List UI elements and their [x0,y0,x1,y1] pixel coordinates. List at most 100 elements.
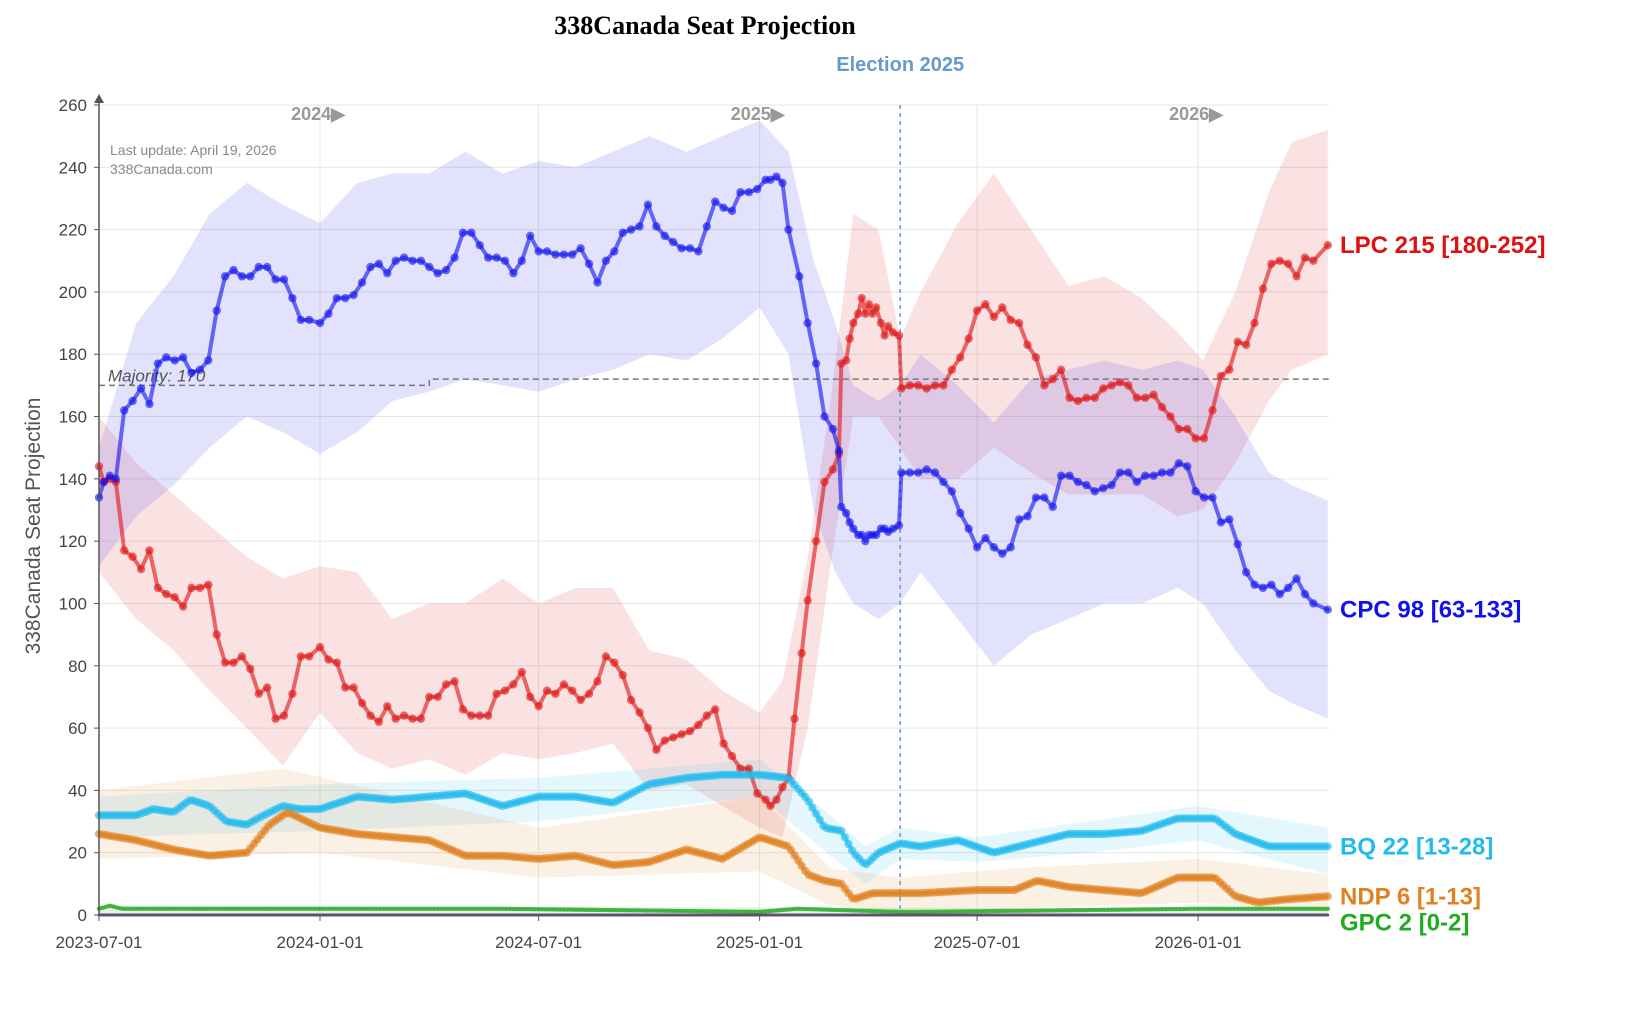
point-gpc [1325,906,1330,911]
point-lpc [1040,381,1049,390]
point-gpc [572,907,577,912]
point-cpc [1283,583,1293,593]
point-cpc [425,262,434,272]
point-gpc [453,906,458,911]
point-gpc [352,906,358,911]
point-cpc [288,293,297,303]
point-gpc [1008,908,1013,914]
point-cpc [1023,512,1032,521]
point-gpc [741,909,747,914]
point-gpc [143,906,149,911]
point-cpc [383,269,392,278]
point-gpc [161,906,167,911]
point-gpc [846,908,851,913]
point-lpc [841,356,851,365]
point-lpc [1258,284,1268,294]
point-gpc [550,907,556,912]
point-cpc [416,256,426,265]
point-lpc [542,686,552,695]
point-gpc [752,909,758,915]
point-cpc [399,253,409,262]
point-cpc [366,262,375,272]
point-cpc [391,256,400,265]
point-cpc [913,468,923,477]
point-cpc [702,222,711,231]
point-cpc [153,359,163,368]
point-cpc [736,188,745,197]
point-gpc [644,908,649,913]
point-gpc [1260,906,1266,911]
point-gpc [478,906,484,911]
point-cpc [849,524,858,533]
point-cpc [1006,543,1015,552]
point-gpc [842,908,848,913]
end-label-cpc: CPC 98 [63-133] [1340,597,1521,624]
point-gpc [496,906,502,911]
point-cpc [1300,589,1310,599]
point-gpc [377,906,383,911]
point-gpc [503,906,509,912]
point-gpc [976,909,981,914]
point-bq [837,826,846,836]
point-gpc [1048,908,1053,913]
point-lpc [1014,318,1024,328]
point-cpc [972,543,982,552]
point-cpc [660,231,669,241]
point-cpc [1275,589,1284,599]
end-label-bq: BQ 22 [13-28] [1340,833,1493,860]
point-cpc [178,353,188,362]
point-gpc [518,906,523,912]
point-gpc [759,909,765,914]
point-lpc [187,583,196,593]
point-lpc [989,312,999,322]
point-lpc [668,733,678,742]
point-gpc [190,906,195,911]
point-lpc [766,801,775,811]
point-gpc [626,908,631,913]
axes: 0 20 40 60 80 100 120 140 160 180 200 220 240 260 2023… [56,94,1329,952]
point-gpc [125,906,131,911]
point-gpc [1185,906,1190,912]
point-gpc [911,909,916,915]
y-tick-label: 40 [68,781,87,800]
point-gpc [356,906,361,911]
point-lpc [694,720,703,730]
point-cpc [1065,471,1074,480]
point-cpc [296,315,305,325]
point-lpc [559,680,569,689]
end-label-gpc: GPC 2 [0-2] [1340,909,1469,936]
point-lpc [509,680,518,689]
point-gpc [338,906,343,911]
y-tick-label: 160 [59,408,87,427]
point-gpc [417,906,422,911]
point-lpc [711,705,720,714]
point-gpc [1303,906,1309,911]
point-gpc [431,906,437,911]
point-cpc [220,272,230,281]
point-gpc [554,907,559,912]
point-gpc [806,906,812,912]
point-cpc [441,265,451,275]
y-tick-label: 200 [59,283,87,302]
point-lpc [1098,384,1108,393]
point-gpc [421,906,426,911]
point-bq [844,839,853,849]
point-gpc [1080,907,1085,913]
point-gpc [334,906,340,911]
point-gpc [460,906,466,911]
point-lpc [753,789,762,798]
point-gpc [1022,908,1028,913]
point-lpc [1149,390,1158,399]
point-lpc [145,546,154,555]
point-gpc [485,906,491,911]
point-gpc [698,908,703,914]
point-cpc [981,533,990,543]
point-gpc [648,908,653,913]
y-tick-label: 120 [59,532,87,551]
point-lpc [136,564,146,574]
point-gpc [136,906,141,911]
point-gpc [183,906,188,911]
point-lpc [153,583,163,593]
point-gpc [785,907,790,912]
point-gpc [576,907,581,912]
